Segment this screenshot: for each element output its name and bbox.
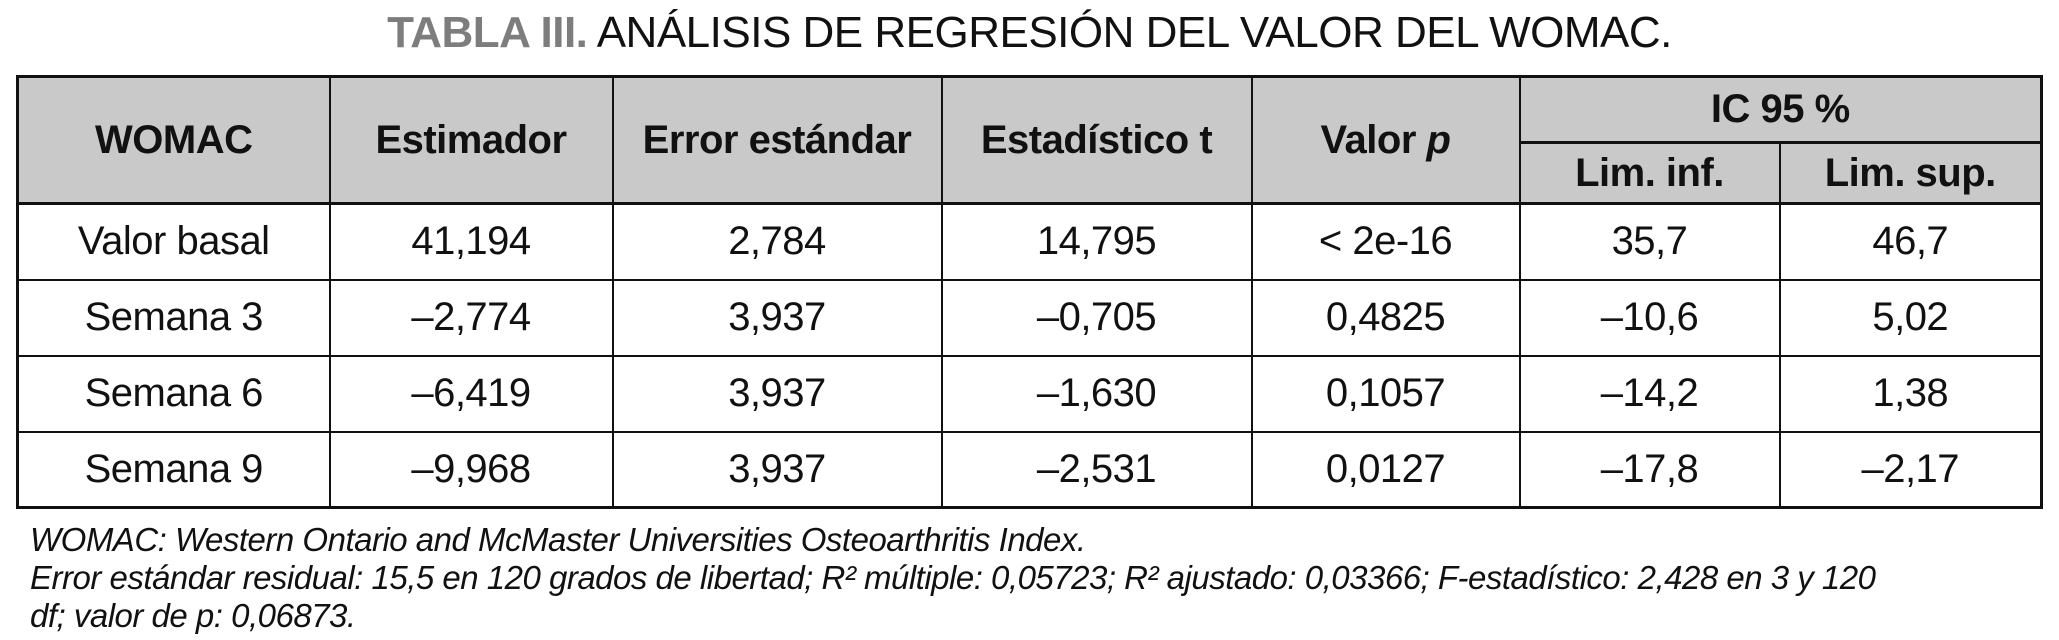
- table-title-text: ANÁLISIS DE REGRESIÓN DEL VALOR DEL WOMA…: [587, 8, 1673, 57]
- table-title: TABLA III. ANÁLISIS DE REGRESIÓN DEL VAL…: [0, 8, 2059, 58]
- col-header-valor-p: Valor p: [1250, 75, 1521, 205]
- col-header-estadistico-t: Estadístico t: [940, 75, 1253, 205]
- cell-lim-sup: 46,7: [1778, 202, 2043, 281]
- cell-valor-p: 0,4825: [1250, 278, 1521, 357]
- cell-lim-sup: 1,38: [1778, 354, 2043, 433]
- cell-lim-inf: –10,6: [1518, 278, 1781, 357]
- col-header-error-estandar: Error estándar: [611, 75, 943, 205]
- cell-error-estandar: 3,937: [611, 430, 943, 509]
- col-header-womac: WOMAC: [16, 75, 331, 205]
- col-header-estimador: Estimador: [328, 75, 614, 205]
- footnote-regression-stats: Error estándar residual: 15,5 en 120 gra…: [30, 559, 1876, 634]
- table-footnotes: WOMAC: Western Ontario and McMaster Univ…: [30, 521, 1900, 635]
- table-row-semana-9: Semana 9 –9,968 3,937 –2,531 0,0127 –17,…: [16, 430, 2043, 509]
- cell-estimador: –2,774: [328, 278, 614, 357]
- cell-error-estandar: 2,784: [611, 202, 943, 281]
- cell-valor-p: 0,1057: [1250, 354, 1521, 433]
- header-row-sub: Lim. inf. Lim. sup.: [18, 141, 2043, 205]
- table-row-valor-basal: Valor basal 41,194 2,784 14,795 < 2e-16 …: [16, 202, 2043, 281]
- cell-estimador: 41,194: [328, 202, 614, 281]
- table-body: Valor basal 41,194 2,784 14,795 < 2e-16 …: [16, 202, 2043, 509]
- cell-estadistico-t: –2,531: [940, 430, 1253, 509]
- table-header: WOMAC Estimador Error estándar Estadísti…: [16, 75, 2043, 205]
- cell-valor-p: < 2e-16: [1250, 202, 1521, 281]
- cell-lim-sup: –2,17: [1778, 430, 2043, 509]
- row-label: Semana 3: [16, 278, 331, 357]
- col-header-lim-sup: Lim. sup.: [1778, 141, 2043, 205]
- cell-lim-inf: –14,2: [1518, 354, 1781, 433]
- cell-estadistico-t: –0,705: [940, 278, 1253, 357]
- row-label: Valor basal: [16, 202, 331, 281]
- cell-estadistico-t: –1,630: [940, 354, 1253, 433]
- row-label: Semana 6: [16, 354, 331, 433]
- col-header-lim-inf: Lim. inf.: [1518, 141, 1781, 205]
- p-symbol: p: [1426, 117, 1451, 162]
- cell-valor-p: 0,0127: [1250, 430, 1521, 509]
- table-row-semana-6: Semana 6 –6,419 3,937 –1,630 0,1057 –14,…: [16, 354, 2043, 433]
- row-label: Semana 9: [16, 430, 331, 509]
- footnote-womac-definition: WOMAC: Western Ontario and McMaster Univ…: [30, 521, 1086, 558]
- cell-lim-inf: –17,8: [1518, 430, 1781, 509]
- cell-estadistico-t: 14,795: [940, 202, 1253, 281]
- table-title-number: TABLA III.: [387, 8, 588, 57]
- cell-error-estandar: 3,937: [611, 278, 943, 357]
- cell-lim-sup: 5,02: [1778, 278, 2043, 357]
- cell-estimador: –6,419: [328, 354, 614, 433]
- cell-error-estandar: 3,937: [611, 354, 943, 433]
- col-header-ic95: IC 95 %: [1518, 75, 2043, 144]
- header-row-main: WOMAC Estimador Error estándar Estadísti…: [16, 75, 2043, 205]
- table-row-semana-3: Semana 3 –2,774 3,937 –0,705 0,4825 –10,…: [16, 278, 2043, 357]
- regression-table: WOMAC Estimador Error estándar Estadísti…: [16, 75, 2044, 509]
- cell-lim-inf: 35,7: [1518, 202, 1781, 281]
- cell-estimador: –9,968: [328, 430, 614, 509]
- valor-label: Valor: [1320, 117, 1427, 162]
